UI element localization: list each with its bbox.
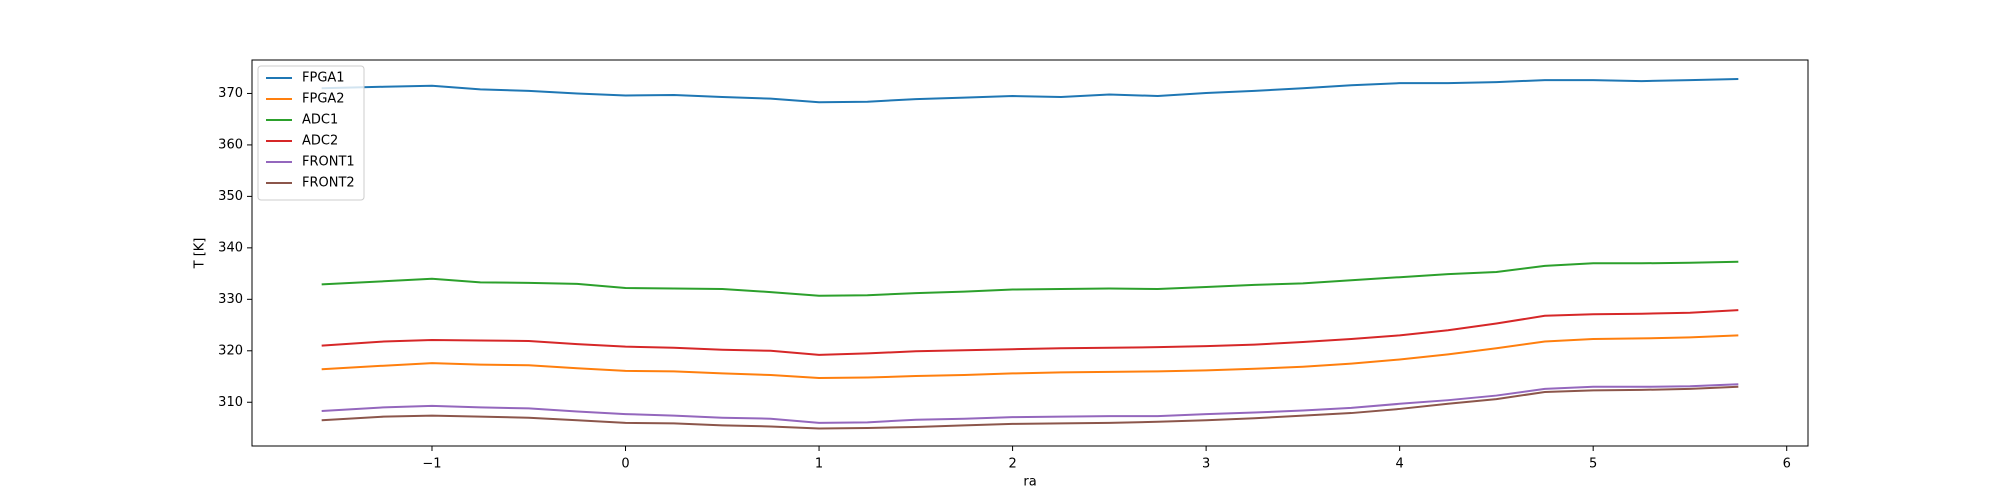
legend-label: FPGA2 xyxy=(302,92,345,107)
x-tick-label: 4 xyxy=(1396,457,1404,472)
y-axis-label: T [K] xyxy=(193,238,208,270)
y-tick-label: 320 xyxy=(218,343,243,358)
x-tick-label: −1 xyxy=(422,457,441,472)
legend-label: ADC1 xyxy=(302,113,338,128)
data-line xyxy=(321,309,1739,356)
data-line xyxy=(321,383,1739,424)
x-tick-label: 2 xyxy=(1008,457,1016,472)
x-tick-label: 5 xyxy=(1589,457,1597,472)
x-axis-label: ra xyxy=(1023,475,1036,490)
data-line xyxy=(321,334,1739,380)
legend-label: FRONT2 xyxy=(302,176,355,191)
y-tick-label: 340 xyxy=(218,240,243,255)
x-tick-label: 6 xyxy=(1783,457,1791,472)
y-tick-label: 330 xyxy=(218,292,243,307)
y-tick-label: 350 xyxy=(218,189,243,204)
x-tick-label: 3 xyxy=(1202,457,1210,472)
legend-label: FPGA1 xyxy=(302,71,345,86)
data-line xyxy=(321,78,1739,104)
y-tick-label: 370 xyxy=(218,86,243,101)
y-tick-label: 310 xyxy=(218,395,243,410)
legend: FPGA1 FPGA2 ADC1 ADC2 FRONT1 FRONT2 xyxy=(257,65,365,201)
plot-frame xyxy=(251,59,1809,447)
legend-label: ADC2 xyxy=(302,134,338,149)
x-tick-label: 0 xyxy=(621,457,629,472)
y-tick-label: 360 xyxy=(218,137,243,152)
legend-label: FRONT1 xyxy=(302,155,355,170)
data-line xyxy=(321,260,1739,297)
x-tick-label: 1 xyxy=(815,457,823,472)
data-line xyxy=(321,385,1739,430)
